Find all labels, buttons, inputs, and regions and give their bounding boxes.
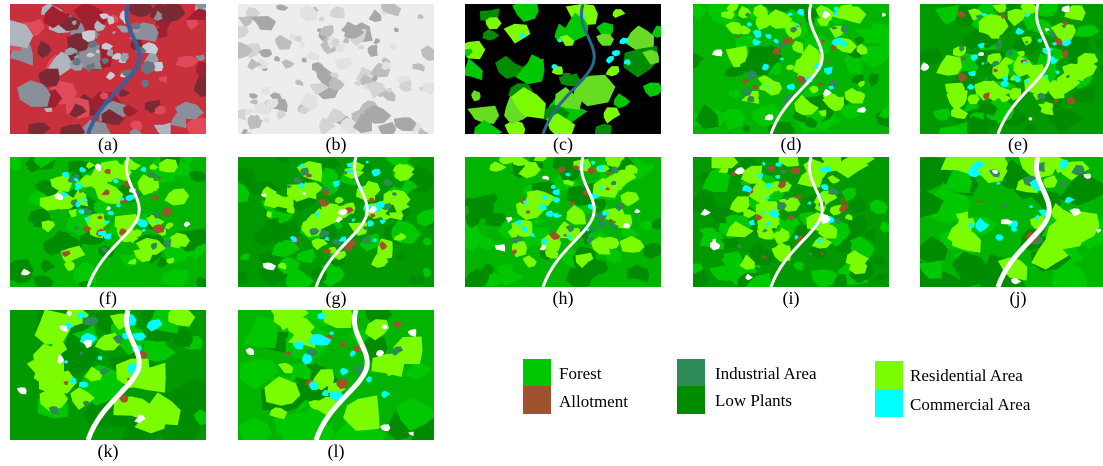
commercial-label: Commercial Area xyxy=(910,395,1031,414)
panel-h-image xyxy=(465,157,661,287)
panel-g xyxy=(238,157,434,287)
panel-f-label: (f) xyxy=(99,288,117,308)
panel-d xyxy=(693,4,889,134)
industrial-swatch xyxy=(677,359,705,387)
panel-j xyxy=(920,157,1103,287)
panel-e xyxy=(920,4,1103,134)
panel-l xyxy=(238,310,434,440)
panel-a xyxy=(10,4,206,134)
panel-i-label: (i) xyxy=(782,288,800,308)
panel-i xyxy=(693,157,889,287)
panel-e-label: (e) xyxy=(1008,134,1028,154)
panel-c xyxy=(465,4,661,134)
panel-f-image xyxy=(10,157,206,287)
panel-j-label: (j) xyxy=(1009,288,1027,308)
forest-label: Forest xyxy=(559,364,602,383)
allotment-swatch xyxy=(523,386,551,414)
residential-label: Residential Area xyxy=(910,366,1023,385)
panel-c-image xyxy=(465,4,661,134)
allotment-label: Allotment xyxy=(559,392,628,411)
panel-b-image xyxy=(238,4,434,134)
panel-d-label: (d) xyxy=(780,134,802,154)
panel-b xyxy=(238,4,434,134)
panel-k-image xyxy=(10,310,206,440)
panel-c-label: (c) xyxy=(553,134,573,154)
panel-l-label: (l) xyxy=(327,441,345,461)
panel-f xyxy=(10,157,206,287)
panel-a-image xyxy=(10,4,206,134)
panel-g-image xyxy=(238,157,434,287)
panel-j-image xyxy=(920,157,1103,287)
panel-h-label: (h) xyxy=(552,288,574,308)
panel-k xyxy=(10,310,206,440)
panel-i-image xyxy=(693,157,889,287)
panel-l-image xyxy=(238,310,434,440)
panel-b-label: (b) xyxy=(325,134,347,154)
industrial-label: Industrial Area xyxy=(715,364,817,383)
panel-d-image xyxy=(693,4,889,134)
lowplants-swatch xyxy=(677,386,705,414)
panel-e-image xyxy=(920,4,1103,134)
residential-swatch xyxy=(875,361,903,389)
commercial-swatch xyxy=(875,389,903,417)
panel-a-label: (a) xyxy=(98,134,118,154)
panel-h xyxy=(465,157,661,287)
forest-swatch xyxy=(523,359,551,387)
panel-g-label: (g) xyxy=(325,288,347,308)
lowplants-label: Low Plants xyxy=(715,391,792,410)
panel-k-label: (k) xyxy=(97,441,119,461)
